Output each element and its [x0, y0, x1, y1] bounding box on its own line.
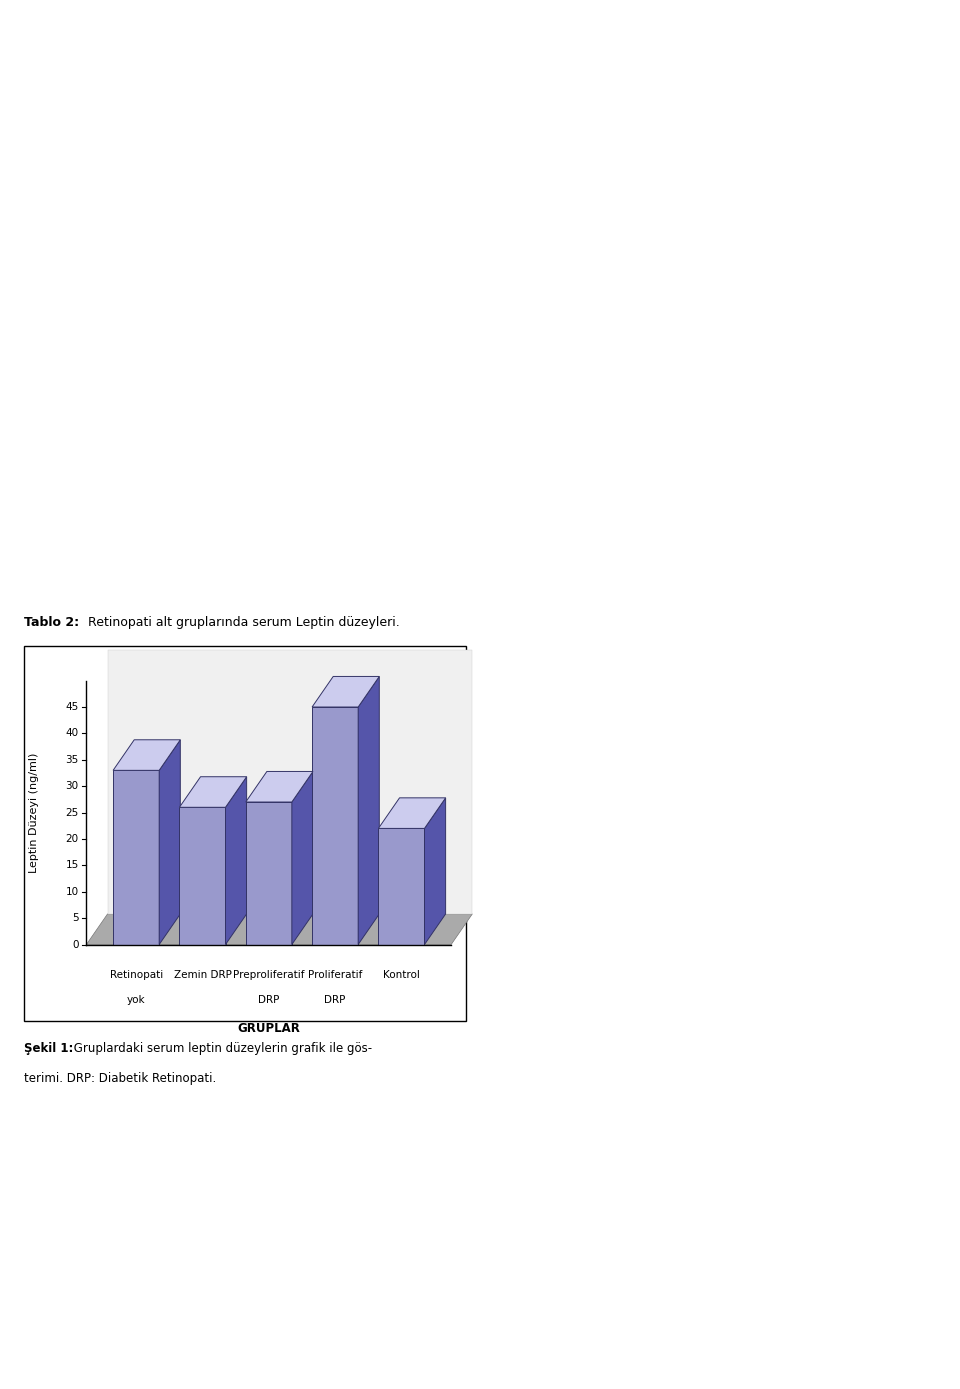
- Text: 40: 40: [65, 728, 79, 739]
- Text: Zemin DRP: Zemin DRP: [174, 970, 231, 979]
- Polygon shape: [113, 740, 180, 771]
- Bar: [113, 771, 159, 945]
- Text: 30: 30: [65, 781, 79, 792]
- Text: 15: 15: [65, 860, 79, 871]
- Text: GRUPLAR: GRUPLAR: [237, 1022, 300, 1035]
- Polygon shape: [226, 776, 247, 945]
- Polygon shape: [312, 676, 379, 707]
- Text: DRP: DRP: [258, 995, 279, 1004]
- Text: Kontrol: Kontrol: [383, 970, 420, 979]
- Polygon shape: [358, 676, 379, 945]
- Text: terimi. DRP: Diabetik Retinopati.: terimi. DRP: Diabetik Retinopati.: [24, 1072, 216, 1085]
- Text: Şekil 1:: Şekil 1:: [24, 1042, 73, 1054]
- Text: Preproliferatif: Preproliferatif: [233, 970, 304, 979]
- Text: DRP: DRP: [324, 995, 346, 1004]
- Text: 0: 0: [72, 939, 79, 950]
- Polygon shape: [108, 650, 472, 914]
- Text: 45: 45: [65, 701, 79, 713]
- Text: 25: 25: [65, 807, 79, 818]
- Text: 10: 10: [65, 886, 79, 897]
- Text: Leptin Düzeyi (ng/ml): Leptin Düzeyi (ng/ml): [29, 753, 38, 872]
- Bar: [246, 801, 292, 945]
- Bar: [312, 707, 358, 945]
- Text: 20: 20: [65, 833, 79, 845]
- Polygon shape: [159, 740, 180, 945]
- Polygon shape: [424, 797, 445, 945]
- Bar: [180, 807, 226, 945]
- Polygon shape: [246, 771, 313, 801]
- Text: Tablo 2:: Tablo 2:: [24, 617, 79, 629]
- Bar: [24, 646, 466, 1021]
- Text: yok: yok: [127, 995, 146, 1004]
- Bar: [378, 828, 424, 945]
- Text: Proliferatif: Proliferatif: [308, 970, 362, 979]
- Polygon shape: [378, 797, 445, 828]
- Text: Gruplardaki serum leptin düzeylerin grafik ile gös-: Gruplardaki serum leptin düzeylerin graf…: [70, 1042, 372, 1054]
- Polygon shape: [292, 771, 313, 945]
- Text: Retinopati: Retinopati: [109, 970, 163, 979]
- Text: Retinopati alt gruplarında serum Leptin düzeyleri.: Retinopati alt gruplarında serum Leptin …: [84, 617, 399, 629]
- Text: 35: 35: [65, 754, 79, 765]
- Polygon shape: [180, 776, 247, 807]
- Polygon shape: [86, 914, 472, 945]
- Text: 5: 5: [72, 913, 79, 924]
